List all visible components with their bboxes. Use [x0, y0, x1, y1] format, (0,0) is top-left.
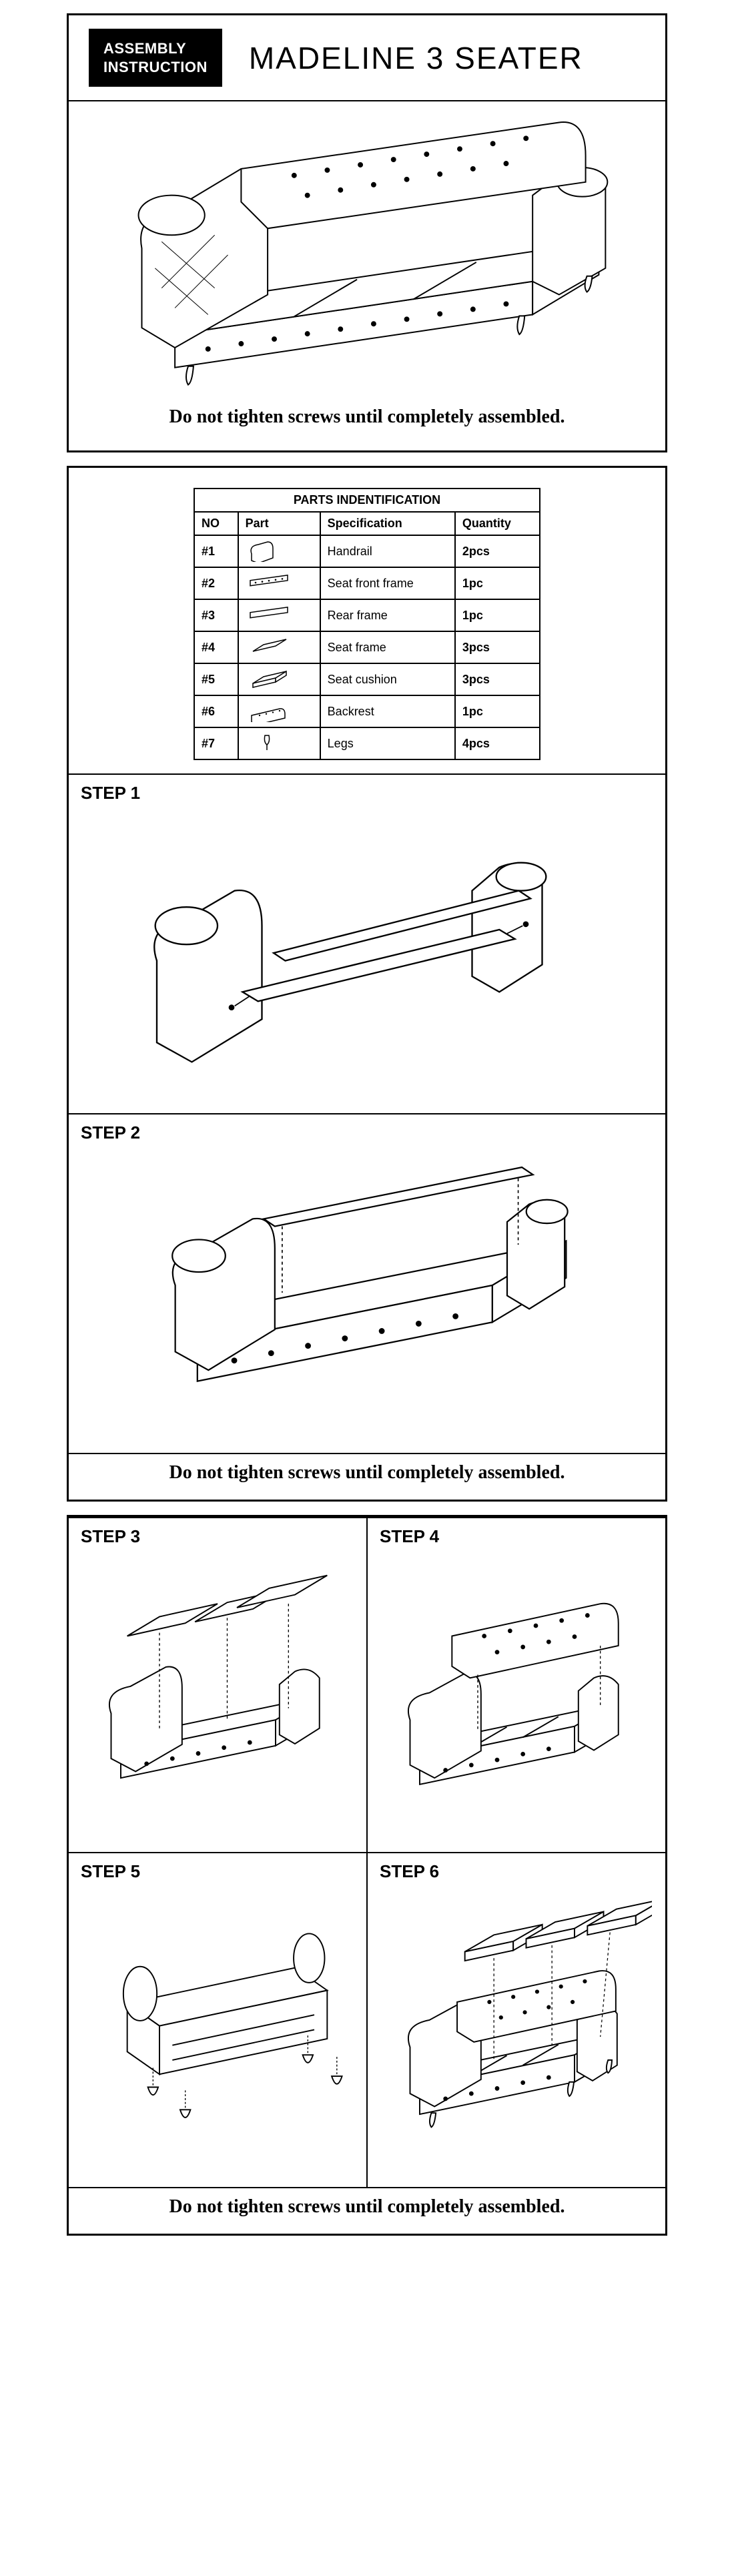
part-spec: Seat front frame [320, 567, 455, 599]
step-3-label: STEP 3 [69, 1518, 366, 1550]
part-no: #1 [194, 535, 238, 567]
step-2-cell: STEP 2 [69, 1114, 665, 1453]
part-no: #5 [194, 663, 238, 695]
header: ASSEMBLY INSTRUCTION MADELINE 3 SEATER [69, 15, 665, 100]
step-2-row: STEP 2 [69, 1113, 665, 1453]
parts-row: #6 Backrest1pc [194, 695, 540, 727]
parts-row: #2 Seat front frame1pc [194, 567, 540, 599]
part-qty: 3pcs [455, 631, 540, 663]
part-spec: Legs [320, 727, 455, 759]
part-qty: 3pcs [455, 663, 540, 695]
part-no: #7 [194, 727, 238, 759]
part-no: #6 [194, 695, 238, 727]
backrest-icon [246, 700, 292, 723]
part-no: #3 [194, 599, 238, 631]
sofa-illustration [95, 115, 639, 395]
step-5-label: STEP 5 [69, 1853, 366, 1885]
part-qty: 1pc [455, 599, 540, 631]
leg-icon [246, 732, 292, 755]
part-spec: Seat frame [320, 631, 455, 663]
badge-line2: INSTRUCTION [103, 59, 208, 75]
col-no: NO [194, 512, 238, 535]
step-2-label: STEP 2 [69, 1114, 665, 1146]
step-3-cell: STEP 3 [69, 1518, 368, 1852]
handrail-icon [246, 540, 292, 563]
assembly-badge: ASSEMBLY INSTRUCTION [89, 29, 222, 87]
part-spec: Rear frame [320, 599, 455, 631]
step-2-illustration [82, 1153, 652, 1433]
part-no: #4 [194, 631, 238, 663]
parts-table-section: PARTS INDENTIFICATION NO Part Specificat… [69, 468, 665, 773]
badge-line1: ASSEMBLY [103, 40, 186, 57]
part-icon-cell [238, 535, 320, 567]
part-no: #2 [194, 567, 238, 599]
step-4-illustration [381, 1556, 652, 1832]
part-spec: Handrail [320, 535, 455, 567]
warning-text-3: Do not tighten screws until completely a… [69, 2188, 665, 2234]
parts-row: #7 Legs4pcs [194, 727, 540, 759]
part-icon-cell [238, 599, 320, 631]
step-4-label: STEP 4 [368, 1518, 665, 1550]
part-icon-cell [238, 663, 320, 695]
hero-section: Do not tighten screws until completely a… [69, 100, 665, 450]
part-icon-cell [238, 631, 320, 663]
step-5-cell: STEP 5 [69, 1853, 368, 2187]
product-title: MADELINE 3 SEATER [249, 40, 583, 76]
part-icon-cell [238, 567, 320, 599]
step-6-illustration [381, 1891, 652, 2167]
warning-text-2: Do not tighten screws until completely a… [69, 1454, 665, 1500]
step-4-cell: STEP 4 [368, 1518, 665, 1852]
steps-row-5-6: STEP 5 [69, 1852, 665, 2187]
step-1-cell: STEP 1 [69, 775, 665, 1113]
warning-text-1: Do not tighten screws until completely a… [95, 398, 639, 444]
col-qty: Quantity [455, 512, 540, 535]
part-qty: 2pcs [455, 535, 540, 567]
steps-row-3-4: STEP 3 [69, 1517, 665, 1852]
part-icon-cell [238, 727, 320, 759]
step-6-label: STEP 6 [368, 1853, 665, 1885]
parts-row: #4 Seat frame3pcs [194, 631, 540, 663]
parts-table: PARTS INDENTIFICATION NO Part Specificat… [194, 488, 540, 760]
part-spec: Seat cushion [320, 663, 455, 695]
bar-dots-icon [246, 572, 292, 595]
parts-row: #5 Seat cushion3pcs [194, 663, 540, 695]
part-qty: 4pcs [455, 727, 540, 759]
step-1-illustration [82, 813, 652, 1093]
step-6-cell: STEP 6 [368, 1853, 665, 2187]
panel-icon [246, 636, 292, 659]
step-1-row: STEP 1 [69, 773, 665, 1113]
parts-row: #3 Rear frame1pc [194, 599, 540, 631]
page-3: STEP 3 [67, 1515, 667, 2236]
col-spec: Specification [320, 512, 455, 535]
col-part: Part [238, 512, 320, 535]
part-spec: Backrest [320, 695, 455, 727]
step-5-illustration [82, 1891, 353, 2167]
step-3-illustration [82, 1556, 353, 1832]
part-icon-cell [238, 695, 320, 727]
cushion-icon [246, 668, 292, 691]
page-2: PARTS INDENTIFICATION NO Part Specificat… [67, 466, 667, 1502]
part-qty: 1pc [455, 567, 540, 599]
part-qty: 1pc [455, 695, 540, 727]
parts-row: #1 Handrail2pcs [194, 535, 540, 567]
bar-icon [246, 604, 292, 627]
page-1: ASSEMBLY INSTRUCTION MADELINE 3 SEATER [67, 13, 667, 452]
parts-table-title: PARTS INDENTIFICATION [194, 489, 540, 512]
step-1-label: STEP 1 [69, 775, 665, 806]
